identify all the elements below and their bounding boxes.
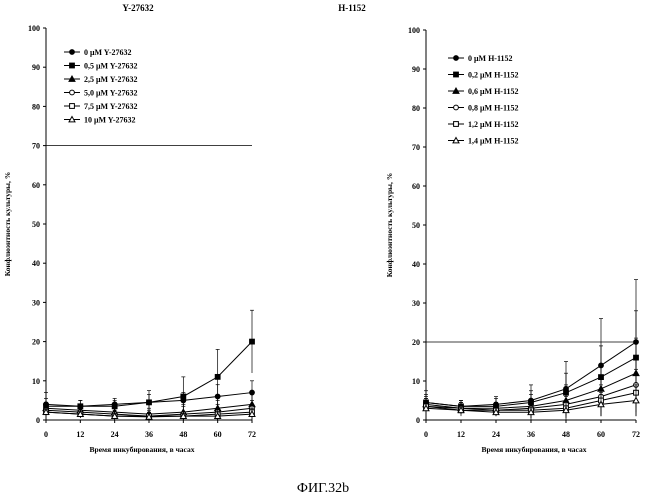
y-tick-label: 60 [32, 181, 40, 190]
x-tick-label: 72 [632, 430, 640, 439]
y-tick-label: 50 [412, 221, 420, 230]
data-point [215, 374, 220, 379]
chart-title: Y-27632 [122, 3, 154, 13]
y-tick-label: 90 [412, 65, 420, 74]
legend-marker [70, 90, 75, 95]
y-tick-label: 30 [412, 299, 420, 308]
y-tick-label: 0 [416, 416, 420, 425]
data-point [147, 400, 152, 405]
legend-label: 0,5 μM Y-27632 [84, 62, 138, 71]
y-axis-title: Конфлюэнтность культуры, % [3, 172, 12, 277]
x-tick-label: 36 [145, 430, 153, 439]
y-tick-label: 40 [32, 259, 40, 268]
legend-marker [454, 105, 459, 110]
legend-label: 0,6 μM H-1152 [468, 87, 519, 96]
y-tick-label: 80 [412, 104, 420, 113]
y-tick-label: 40 [412, 260, 420, 269]
y-tick-label: 70 [412, 143, 420, 152]
data-point [633, 398, 639, 403]
data-point [250, 339, 255, 344]
x-tick-label: 48 [562, 430, 570, 439]
y-tick-label: 10 [412, 377, 420, 386]
legend-label: 1,4 μM H-1152 [468, 137, 519, 146]
legend-label: 10 μM Y-27632 [84, 116, 136, 125]
legend-label: 0,2 μM H-1152 [468, 71, 519, 80]
x-tick-label: 0 [44, 430, 48, 439]
y-tick-label: 90 [32, 63, 40, 72]
x-tick-label: 72 [248, 430, 256, 439]
legend-marker [70, 104, 75, 109]
legend-label: 0,8 μM H-1152 [468, 104, 519, 113]
y-tick-label: 100 [28, 24, 40, 33]
x-axis-title: Время инкубирования, в часах [482, 445, 587, 454]
legend-marker [70, 50, 75, 55]
x-tick-label: 12 [457, 430, 465, 439]
x-tick-label: 60 [597, 430, 605, 439]
x-tick-label: 12 [76, 430, 84, 439]
legend-marker [70, 63, 75, 68]
x-tick-label: 0 [424, 430, 428, 439]
figure-caption: ФИГ.32b [297, 481, 349, 496]
x-tick-label: 48 [179, 430, 187, 439]
y-tick-label: 20 [32, 338, 40, 347]
x-tick-label: 24 [111, 430, 119, 439]
x-tick-label: 60 [214, 430, 222, 439]
chart-title: H-1152 [338, 3, 366, 13]
y-tick-label: 10 [32, 377, 40, 386]
y-tick-label: 100 [408, 26, 420, 35]
y-tick-label: 60 [412, 182, 420, 191]
y-axis-title: Конфлюэнтность культуры, % [385, 173, 394, 278]
chart-panel-y27632: Y-27632 0 10 20 30 40 50 60 70 80 90 100 0 12 24 36 48 60… [3, 3, 256, 454]
y-tick-label: 20 [412, 338, 420, 347]
legend-label: 0 μM Y-27632 [84, 48, 132, 57]
x-tick-label: 36 [527, 430, 535, 439]
y-tick-label: 50 [32, 220, 40, 229]
legend-label: 0 μM H-1152 [468, 54, 513, 63]
y-tick-label: 0 [36, 416, 40, 425]
legend: 0 μM Y-27632 0,5 μM Y-27632 2,5 μM Y-27632… [64, 48, 138, 125]
data-point [181, 394, 186, 399]
legend-label: 7,5 μM Y-27632 [84, 102, 138, 111]
legend-marker [454, 122, 459, 127]
y-tick-label: 30 [32, 298, 40, 307]
x-axis-title: Время инкубирования, в часах [90, 445, 195, 454]
legend-marker [454, 72, 459, 77]
legend-label: 2,5 μM Y-27632 [84, 75, 138, 84]
y-tick-label: 70 [32, 142, 40, 151]
y-tick-label: 80 [32, 102, 40, 111]
legend-label: 1,2 μM H-1152 [468, 120, 519, 129]
legend-marker [454, 56, 459, 61]
legend: 0 μM H-1152 0,2 μM H-1152 0,6 μM H-1152 0,8… [448, 54, 519, 146]
legend-label: 5,0 μM Y-27632 [84, 89, 138, 98]
series-1 [44, 310, 255, 416]
chart-panel-h1152: H-1152 0 10 20 30 40 50 60 70 80 90 100 0 12 24 36 48 60 7… [338, 3, 640, 454]
x-tick-label: 24 [492, 430, 500, 439]
